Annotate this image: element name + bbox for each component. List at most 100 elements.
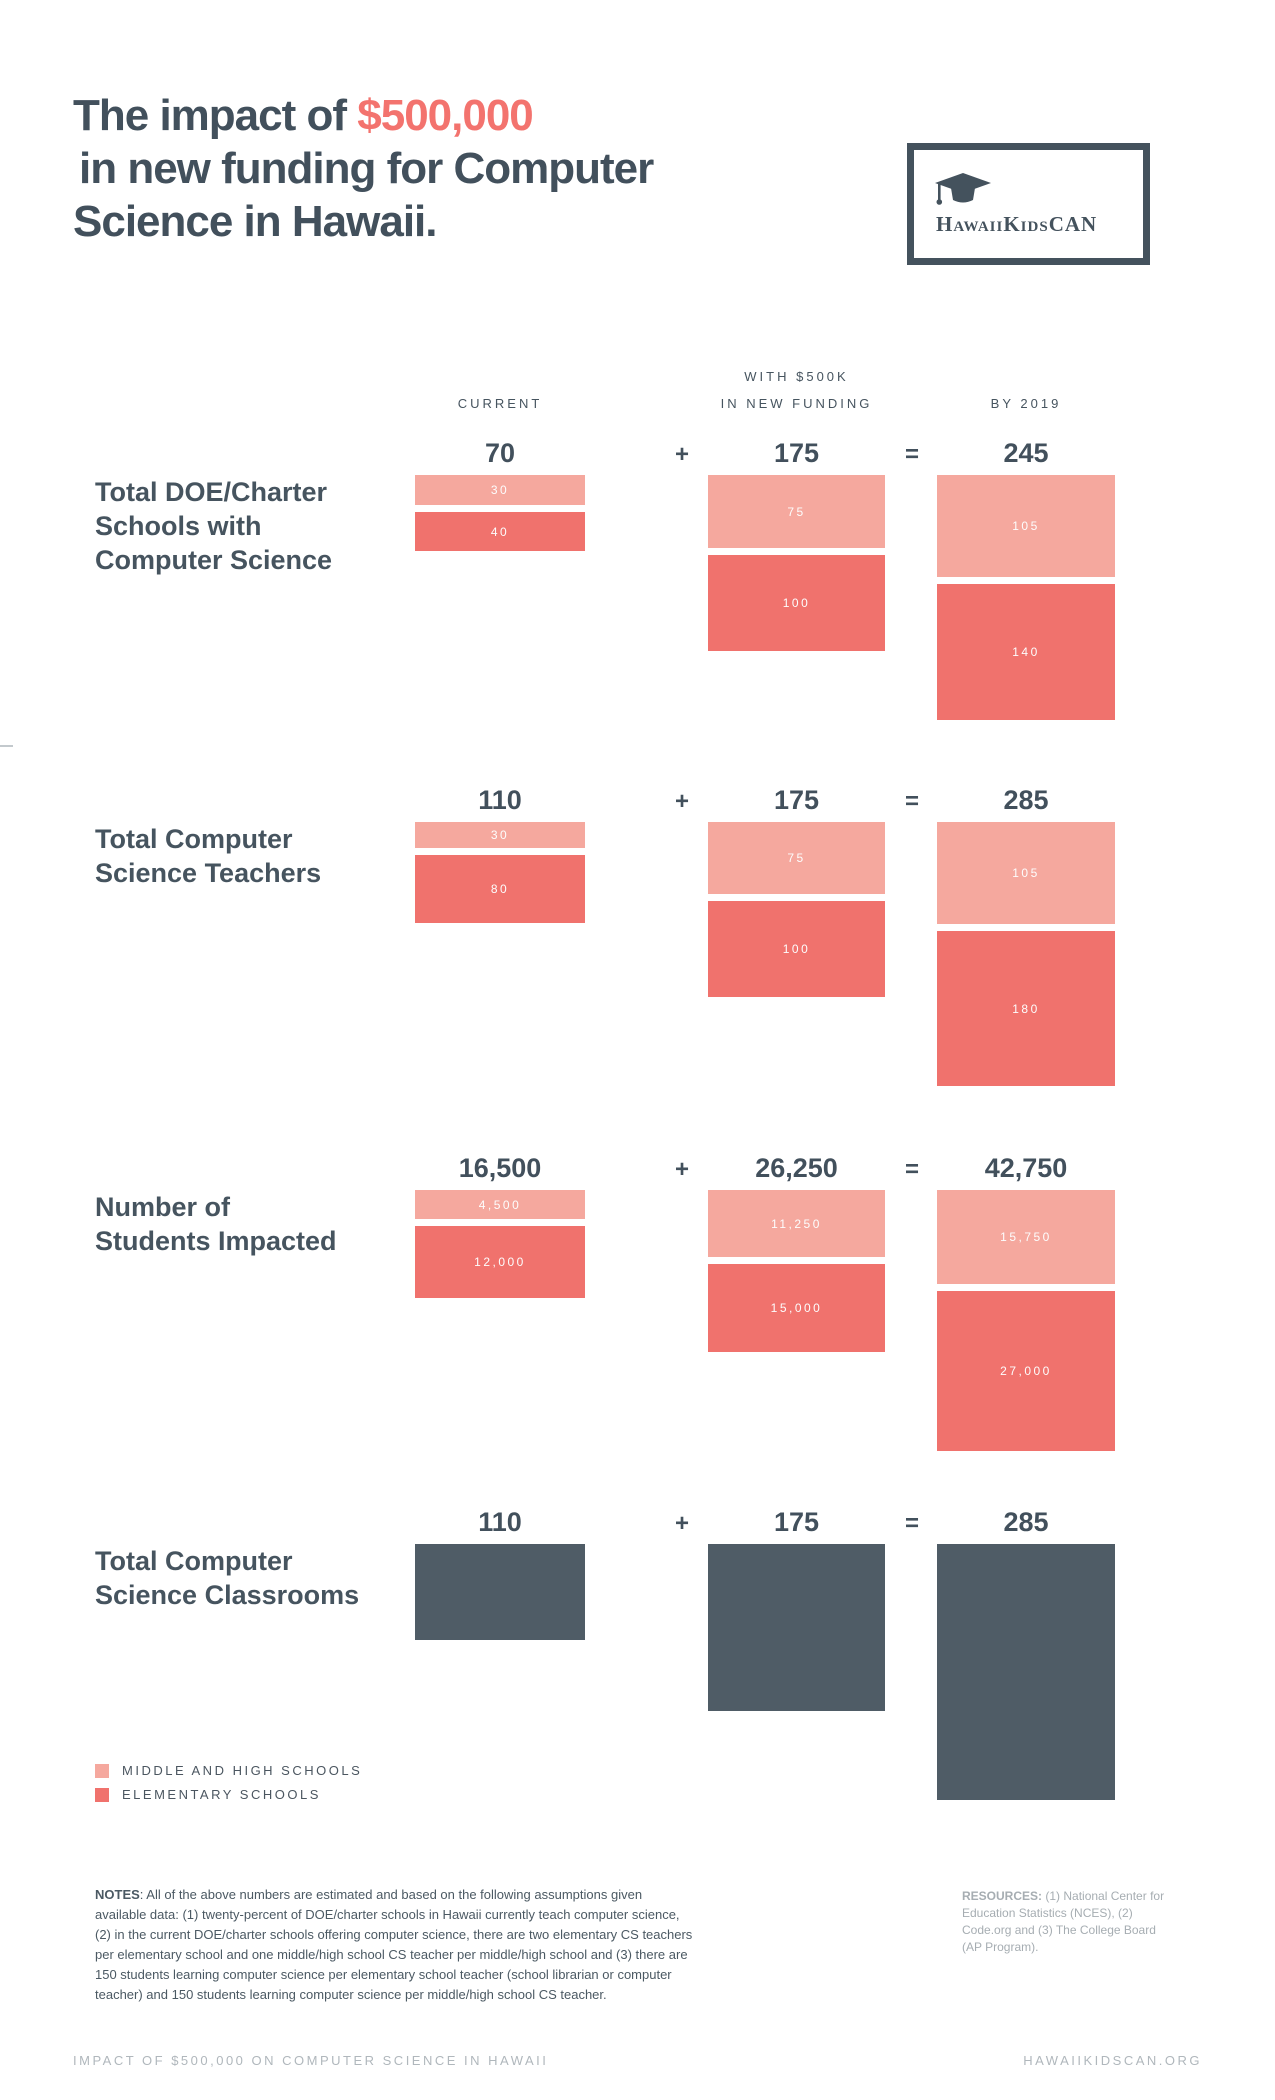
notes-label: NOTES [95, 1887, 140, 1902]
total-funding: 175 [773, 785, 820, 815]
notes: NOTES: All of the above numbers are esti… [95, 1885, 695, 2005]
total-result: 285 [1003, 785, 1049, 815]
legend-item-middle-high: MIDDLE AND HIGH SCHOOLS [95, 1763, 362, 1778]
legend-label: ELEMENTARY SCHOOLS [122, 1787, 321, 1802]
bar-middle-high: 11,250 [708, 1190, 885, 1257]
legend-label: MIDDLE AND HIGH SCHOOLS [122, 1763, 363, 1778]
bar-column-by2019: 105 140 [937, 475, 1115, 727]
bar-column-by2019 [937, 1544, 1115, 1807]
bar-column-by2019: 105 180 [937, 822, 1115, 1093]
legend-swatch-elementary [95, 1787, 109, 1802]
total-funding: 175 [773, 438, 820, 468]
plus-operator: + [674, 441, 689, 468]
bar-value-label: 40 [490, 524, 510, 539]
bar-elementary: 12,000 [415, 1226, 585, 1298]
footer-website-link[interactable]: HAWAIIKIDSCAN.ORG [1023, 2053, 1202, 2068]
bar-value-label: 100 [782, 942, 811, 956]
bar-value-label: 12,000 [474, 1255, 526, 1269]
total-current: 16,500 [458, 1153, 542, 1183]
bar-classrooms [937, 1544, 1115, 1800]
bar-elementary: 180 [937, 931, 1115, 1086]
bar-column-by2019: 15,750 27,000 [937, 1190, 1115, 1458]
column-header-funding-line2: IN NEW FUNDING [720, 396, 873, 411]
notes-text: : All of the above numbers are estimated… [95, 1887, 693, 2002]
bar-value-label: 27,000 [1000, 1364, 1052, 1378]
bar-elementary: 140 [937, 584, 1115, 720]
resources-text: (1) National Center for Education Statis… [962, 1889, 1165, 1954]
column-header-current: CURRENT [457, 396, 543, 411]
bar-value-label: 15,000 [770, 1301, 823, 1315]
equals-operator: = [904, 441, 919, 468]
bar-column-current: 30 80 [415, 822, 585, 930]
bar-middle-high: 105 [937, 822, 1115, 924]
bar-value-label: 180 [1012, 1001, 1040, 1016]
total-funding: 26,250 [755, 1153, 838, 1183]
title-line3: Science in Hawaii. [73, 197, 437, 247]
bar-column-funding: 11,250 15,000 [708, 1190, 885, 1359]
bar-value-label: 75 [787, 504, 806, 519]
title-line2: in new funding for Computer [79, 144, 654, 194]
resources-label: RESOURCES: [962, 1889, 1043, 1903]
bar-middle-high: 105 [937, 475, 1115, 577]
row-label: Total Computer Science Teachers [95, 824, 322, 888]
equals-operator: = [904, 1510, 919, 1537]
page-title: The impact of $500,000 in new funding fo… [73, 89, 654, 248]
bar-value-label: 30 [490, 483, 510, 497]
bar-column-funding [708, 1544, 885, 1718]
legend: MIDDLE AND HIGH SCHOOLS ELEMENTARY SCHOO… [95, 1763, 362, 1811]
row-label: Total Computer Science Classrooms [95, 1546, 360, 1610]
bar-middle-high: 15,750 [937, 1190, 1115, 1284]
total-current: 70 [484, 438, 516, 468]
resources: RESOURCES: (1) National Center for Educa… [962, 1888, 1177, 1956]
bar-elementary: 15,000 [708, 1264, 885, 1352]
bar-value-label: 80 [490, 882, 510, 896]
edge-crop-dash [0, 745, 13, 747]
bar-elementary: 100 [708, 901, 885, 997]
footer-title: IMPACT OF $500,000 ON COMPUTER SCIENCE I… [73, 2053, 549, 2068]
bar-elementary: 40 [415, 512, 585, 551]
bar-column-current: 4,500 12,000 [415, 1190, 585, 1305]
bar-column-funding: 75 100 [708, 822, 885, 1004]
legend-item-elementary: ELEMENTARY SCHOOLS [95, 1787, 362, 1802]
total-result: 245 [1003, 438, 1049, 468]
total-current: 110 [478, 785, 522, 815]
bar-value-label: 105 [1012, 866, 1040, 880]
bar-value-label: 140 [1012, 645, 1040, 659]
total-result: 285 [1003, 1507, 1049, 1537]
plus-operator: + [674, 1510, 689, 1537]
bar-column-current [415, 1544, 585, 1647]
title-accent: $500,000 [357, 91, 534, 141]
bar-middle-high: 75 [708, 475, 885, 548]
legend-swatch-middle-high [95, 1763, 109, 1778]
row-label: Number of Students Impacted [95, 1192, 337, 1256]
bar-middle-high: 75 [708, 822, 885, 894]
bar-middle-high: 4,500 [415, 1190, 585, 1219]
bar-value-label: 100 [782, 596, 811, 610]
bar-classrooms [708, 1544, 885, 1711]
bar-value-label: 105 [1012, 519, 1040, 533]
bar-middle-high: 30 [415, 822, 585, 848]
column-header-funding-line1: WITH $500K [744, 369, 849, 384]
plus-operator: + [674, 788, 689, 815]
bar-value-label: 30 [490, 828, 510, 842]
title-prefix: The impact of [73, 91, 358, 141]
total-result: 42,750 [984, 1153, 1068, 1183]
equals-operator: = [904, 1156, 919, 1183]
bar-value-label: 4,500 [478, 1197, 522, 1212]
brand-name: HawaiiKidsCAN [936, 212, 1098, 236]
bar-column-funding: 75 100 [708, 475, 885, 658]
equals-operator: = [904, 788, 919, 815]
bar-value-label: 75 [787, 851, 806, 865]
bar-value-label: 11,250 [771, 1216, 822, 1231]
column-header-by2019: BY 2019 [990, 396, 1062, 411]
plus-operator: + [674, 1156, 689, 1183]
bar-value-label: 15,750 [1000, 1230, 1052, 1244]
bar-elementary: 80 [415, 855, 585, 923]
bar-elementary: 27,000 [937, 1291, 1115, 1451]
row-label: Total DOE/Charter Schools with Computer … [95, 477, 333, 575]
total-funding: 175 [773, 1507, 820, 1537]
graduation-cap-icon [935, 173, 991, 205]
bar-classrooms [415, 1544, 585, 1640]
bar-column-current: 30 40 [415, 475, 585, 558]
